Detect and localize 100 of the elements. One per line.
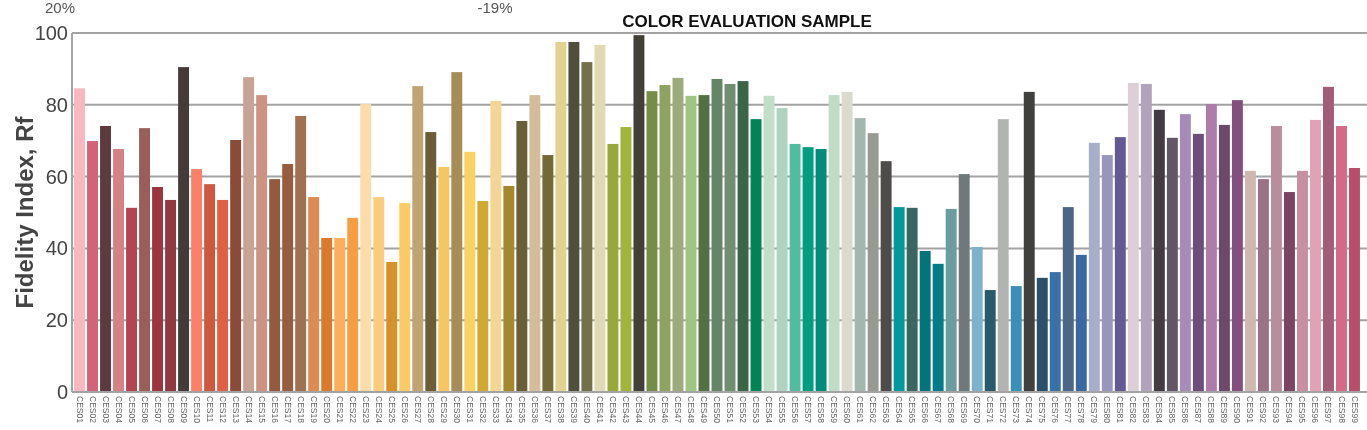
bar — [997, 119, 1009, 392]
x-tick-label: CES74 — [1024, 396, 1035, 424]
x-tick-label: CES56 — [790, 396, 801, 424]
x-tick-label: CES64 — [894, 396, 905, 424]
x-tick-label: CES08 — [165, 396, 176, 424]
x-tick-label: CES65 — [907, 396, 918, 424]
x-tick-label: CES71 — [985, 396, 996, 424]
bar — [1244, 170, 1256, 392]
bar — [906, 207, 918, 392]
bar — [659, 85, 671, 392]
x-tick-label: CES63 — [881, 396, 892, 424]
y-tick-label: 20 — [45, 309, 68, 332]
y-tick-label: 80 — [45, 93, 68, 116]
bar — [334, 237, 346, 392]
bar — [555, 41, 567, 392]
bar — [893, 207, 905, 392]
x-tick-label: CES52 — [738, 396, 749, 424]
bar — [113, 148, 124, 392]
bar — [1127, 82, 1139, 392]
y-tick-label: 60 — [45, 165, 68, 188]
x-tick-label: CES15 — [256, 396, 267, 424]
x-tick-label: CES06 — [139, 396, 150, 424]
bar — [230, 139, 242, 392]
bar — [152, 187, 164, 392]
x-tick-label: CES26 — [399, 396, 410, 424]
bar — [295, 115, 307, 392]
bar — [1283, 192, 1295, 392]
text: -19% — [477, 0, 513, 16]
bar — [1114, 137, 1126, 392]
bar — [1179, 114, 1191, 392]
bar — [789, 143, 801, 392]
bar — [646, 91, 658, 392]
x-tick-label: CES66 — [920, 396, 931, 424]
x-tick-label: CES33 — [490, 396, 501, 424]
x-tick-label: CES44 — [633, 396, 644, 424]
text: 20% — [44, 0, 76, 16]
x-tick-label: CES68 — [946, 396, 957, 424]
bar — [958, 174, 970, 392]
x-tick-label: CES53 — [751, 396, 762, 424]
x-tick-label: CES78 — [1076, 396, 1087, 424]
x-tick-label: CES12 — [217, 396, 228, 424]
x-tick-label: CES57 — [803, 396, 814, 424]
bar — [802, 147, 814, 392]
bar — [217, 199, 229, 392]
bar — [1296, 170, 1308, 392]
bar — [984, 290, 996, 392]
x-tick-label: CES48 — [686, 396, 696, 424]
bar — [360, 104, 372, 392]
bar — [724, 83, 736, 392]
bar — [477, 201, 489, 392]
bar — [919, 250, 931, 392]
bar — [243, 77, 255, 392]
bar — [750, 119, 762, 392]
bar — [932, 263, 944, 392]
x-tick-label: CES32 — [477, 396, 488, 424]
bar — [1257, 179, 1269, 392]
x-tick-label: CES95 — [1297, 396, 1308, 424]
bar — [711, 78, 723, 392]
bar — [139, 128, 151, 392]
x-tick-label: CES67 — [933, 396, 944, 424]
bar — [191, 169, 203, 392]
bar — [386, 262, 398, 392]
bar — [373, 197, 385, 392]
x-tick-label: CES42 — [607, 396, 618, 424]
x-tick-label: CES28 — [425, 396, 436, 424]
x-tick-label: CES77 — [1063, 396, 1074, 424]
x-tick-label: CES54 — [764, 396, 775, 424]
bar — [1036, 277, 1048, 392]
bar — [399, 203, 411, 392]
x-tick-label: CES16 — [269, 396, 280, 424]
x-tick-label: CES98 — [1336, 396, 1347, 424]
x-tick-label: CES20 — [321, 396, 332, 424]
x-tick-label: CES69 — [959, 396, 970, 424]
bar — [1010, 286, 1022, 392]
bar — [165, 199, 177, 392]
x-tick-label: CES72 — [998, 396, 1009, 424]
bar — [1049, 272, 1061, 392]
bar — [1270, 125, 1282, 392]
bar — [841, 91, 853, 392]
x-tick-label: CES62 — [868, 396, 879, 424]
bar — [1088, 142, 1100, 392]
x-tick-label: CES14 — [243, 396, 254, 424]
bar — [945, 208, 957, 392]
x-tick-label: CES27 — [412, 396, 423, 424]
x-tick-label: CES83 — [1141, 396, 1152, 424]
x-tick-label: CES89 — [1219, 396, 1230, 424]
x-tick-label: CES88 — [1206, 396, 1217, 424]
x-tick-label: CES46 — [659, 396, 670, 424]
y-tick-label: 100 — [34, 22, 68, 44]
bar — [633, 35, 645, 392]
x-tick-label: CES40 — [581, 396, 592, 424]
x-tick-label: CES05 — [126, 396, 137, 424]
bar — [1140, 83, 1152, 392]
x-tick-label: CES93 — [1271, 396, 1282, 424]
x-tick-label: CES90 — [1232, 396, 1243, 424]
x-tick-label: CES80 — [1102, 396, 1113, 424]
bar — [204, 184, 216, 392]
bar — [1062, 207, 1074, 392]
x-tick-label: CES50 — [712, 396, 723, 424]
x-tick-label: CES43 — [620, 396, 631, 424]
